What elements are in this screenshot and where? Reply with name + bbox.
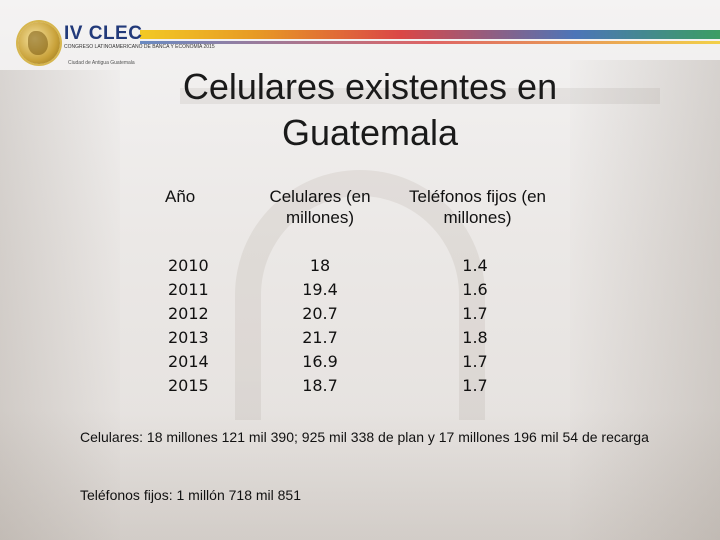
note-celulares: Celulares: 18 millones 121 mil 390; 925 …	[80, 429, 649, 445]
table-body: 2010 18 1.4 2011 19.4 1.6 2012 20.7 1.7 …	[150, 254, 570, 398]
cell-fijos: 1.8	[462, 328, 488, 347]
slide-title: Celulares existentes en Guatemala	[182, 66, 558, 153]
background-street	[0, 410, 720, 540]
background-building-right	[570, 60, 720, 540]
background-rooftops	[180, 88, 660, 104]
logo-subtitle: CONGRESO LATINOAMERICANO DE BANCA Y ECON…	[64, 44, 215, 50]
cell-fijos: 1.7	[462, 352, 488, 371]
table-row: 2015 18.7 1.7	[150, 374, 570, 398]
cell-year: 2014	[168, 352, 209, 371]
cell-fijos: 1.7	[462, 376, 488, 395]
logo-city: Ciudad de Antigua Guatemala	[68, 60, 135, 66]
globe-icon	[18, 22, 60, 64]
table-row: 2012 20.7 1.7	[150, 302, 570, 326]
table-row: 2011 19.4 1.6	[150, 278, 570, 302]
header-color-stripe-thin	[140, 41, 720, 44]
logo-name: IV CLEC	[64, 23, 143, 44]
note-fijos: Teléfonos fijos: 1 millón 718 mil 851	[80, 487, 302, 503]
cell-celulares: 18	[309, 256, 331, 275]
cell-celulares: 18.7	[302, 376, 338, 395]
header-year: Año	[165, 187, 196, 206]
table-row: 2010 18 1.4	[150, 254, 570, 278]
cell-year: 2010	[168, 256, 209, 275]
cell-celulares: 20.7	[302, 304, 338, 323]
header-color-stripe	[140, 30, 720, 39]
cell-year: 2013	[168, 328, 209, 347]
cell-fijos: 1.4	[462, 256, 488, 275]
cell-fijos: 1.6	[462, 280, 488, 299]
header-celulares: Celulares (en millones)	[269, 187, 371, 227]
cell-year: 2011	[168, 280, 209, 299]
conference-logo: IV CLEC CONGRESO LATINOAMERICANO DE BANC…	[18, 22, 215, 68]
cell-celulares: 21.7	[302, 328, 338, 347]
table-row: 2014 16.9 1.7	[150, 350, 570, 374]
table-row: 2013 21.7 1.8	[150, 326, 570, 350]
cell-fijos: 1.7	[462, 304, 488, 323]
cell-year: 2015	[168, 376, 209, 395]
cell-celulares: 19.4	[302, 280, 338, 299]
header-fijos: Teléfonos fijos (en millones)	[408, 187, 547, 227]
cell-celulares: 16.9	[302, 352, 338, 371]
background-building-left	[0, 70, 120, 540]
cell-year: 2012	[168, 304, 209, 323]
